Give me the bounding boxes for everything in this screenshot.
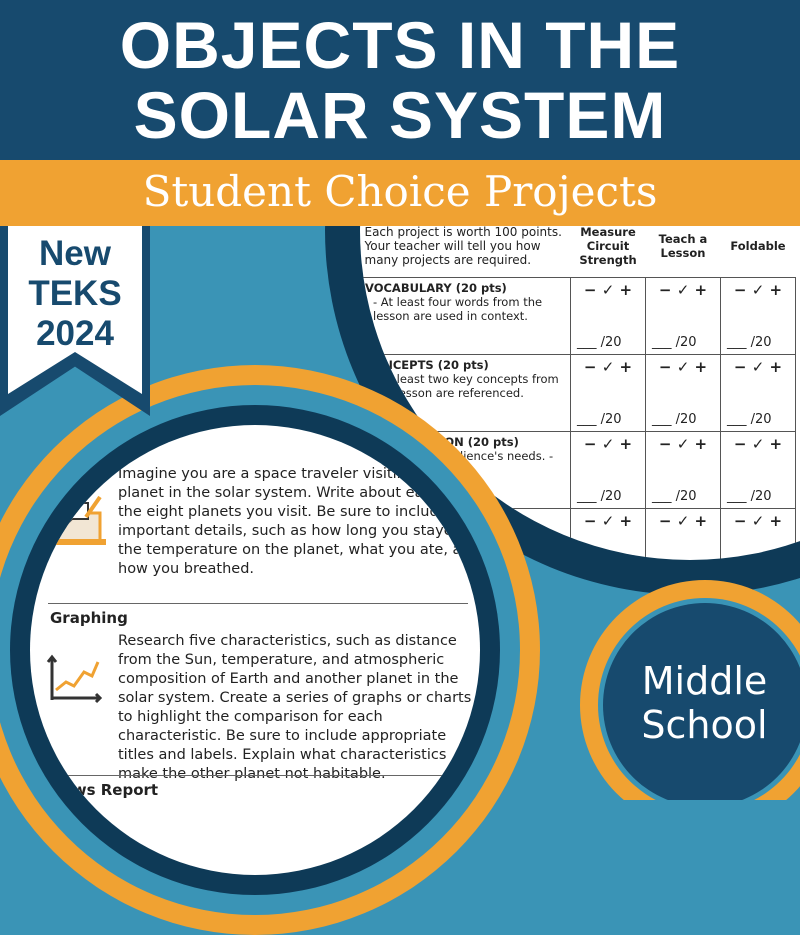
- divider: [48, 603, 468, 604]
- project-title: Graphing: [50, 609, 128, 627]
- badge-line: 2024: [36, 314, 114, 353]
- criterion-desc: - At least four words from the lesson ar…: [373, 294, 543, 323]
- score-blank[interactable]: ___ /20: [652, 411, 697, 427]
- criterion-title: VOCABULARY (20 pts): [365, 280, 507, 295]
- rating-marks[interactable]: − ✓ +: [583, 357, 633, 376]
- score-cell[interactable]: − ✓ + ___ /20: [720, 353, 796, 432]
- score-blank[interactable]: ___ /20: [577, 488, 622, 504]
- score-cell[interactable]: − ✓ + ___ /20: [645, 276, 721, 355]
- title-line-1: OBJECTS IN THE: [119, 8, 681, 82]
- score-blank[interactable]: ___ /20: [652, 334, 697, 350]
- rating-marks[interactable]: − ✓ +: [583, 511, 633, 530]
- level-circle: Middle School: [603, 603, 800, 800]
- project-graphing: Graphing Research five characteristics, …: [46, 609, 480, 784]
- rating-marks[interactable]: − ✓ +: [658, 357, 708, 376]
- score-cell[interactable]: − ✓ +___ /20: [720, 507, 796, 560]
- column-header: Measure Circuit Strength: [579, 224, 637, 267]
- rating-marks[interactable]: − ✓ +: [733, 511, 783, 530]
- subtitle: Student Choice Projects: [0, 160, 800, 226]
- level-line-1: Middle: [641, 659, 768, 703]
- rubric-row: CONCEPTS (20 pts) - At least two key conc…: [360, 353, 796, 432]
- score-cell[interactable]: − ✓ + ___ /20: [645, 353, 721, 432]
- rating-marks[interactable]: − ✓ +: [658, 434, 708, 453]
- teks-badge: New TEKS 2024: [8, 226, 142, 394]
- score-blank[interactable]: ___ /20: [727, 411, 772, 427]
- score-blank[interactable]: ___ /20: [577, 334, 622, 350]
- score-cell[interactable]: − ✓ + ___ /20: [570, 430, 646, 509]
- score-cell[interactable]: − ✓ +___ /20: [645, 507, 721, 560]
- rating-marks[interactable]: − ✓ +: [583, 280, 633, 299]
- project-news-report: News Report: [50, 781, 480, 804]
- rating-marks[interactable]: − ✓ +: [583, 434, 633, 453]
- project-blog: Blog Imagine you are a space traveler vi…: [50, 465, 480, 579]
- project-description: Research five characteristics, such as d…: [118, 633, 472, 782]
- title: OBJECTS IN THE SOLAR SYSTEM: [0, 0, 800, 160]
- criterion-desc: - At least two key concepts from the les…: [373, 371, 559, 400]
- badge-line: TEKS: [28, 274, 122, 313]
- score-blank[interactable]: ___ /20: [577, 411, 622, 427]
- rubric-row: VOCABULARY (20 pts) - At least four words…: [360, 276, 796, 355]
- title-line-2: SOLAR SYSTEM: [133, 78, 667, 152]
- score-cell[interactable]: − ✓ + ___ /20: [570, 353, 646, 432]
- score-cell[interactable]: − ✓ + ___ /20: [720, 430, 796, 509]
- score-blank[interactable]: ___ /20: [652, 488, 697, 504]
- rating-marks[interactable]: − ✓ +: [658, 280, 708, 299]
- criterion: VOCABULARY (20 pts) - At least four words…: [360, 276, 571, 355]
- rubric-intro: Each project is worth 100 points. Your t…: [364, 224, 562, 267]
- column-header: Foldable: [730, 238, 786, 253]
- level-line-2: School: [641, 703, 768, 747]
- rating-marks[interactable]: − ✓ +: [733, 434, 783, 453]
- score-blank[interactable]: ___ /20: [727, 488, 772, 504]
- rating-marks[interactable]: − ✓ +: [733, 357, 783, 376]
- projects-document: Blog Imagine you are a space traveler vi…: [30, 425, 480, 875]
- score-blank[interactable]: ___ /20: [727, 334, 772, 350]
- score-cell[interactable]: − ✓ + ___ /20: [720, 276, 796, 355]
- badge-line: New: [39, 234, 111, 273]
- score-cell[interactable]: − ✓ + ___ /20: [645, 430, 721, 509]
- line-graph-icon: [46, 654, 102, 704]
- rating-marks[interactable]: − ✓ +: [658, 511, 708, 530]
- project-title: Blog: [50, 465, 88, 483]
- laptop-blog-icon: [50, 495, 106, 545]
- score-cell[interactable]: − ✓ + ___ /20: [570, 276, 646, 355]
- criterion-title: CONCEPTS (20 pts): [365, 357, 489, 372]
- project-description: Imagine you are a space traveler visitin…: [118, 466, 480, 577]
- rating-marks[interactable]: − ✓ +: [733, 280, 783, 299]
- divider: [48, 775, 468, 776]
- column-header: Teach a Lesson: [658, 231, 708, 260]
- project-title: News Report: [50, 781, 159, 799]
